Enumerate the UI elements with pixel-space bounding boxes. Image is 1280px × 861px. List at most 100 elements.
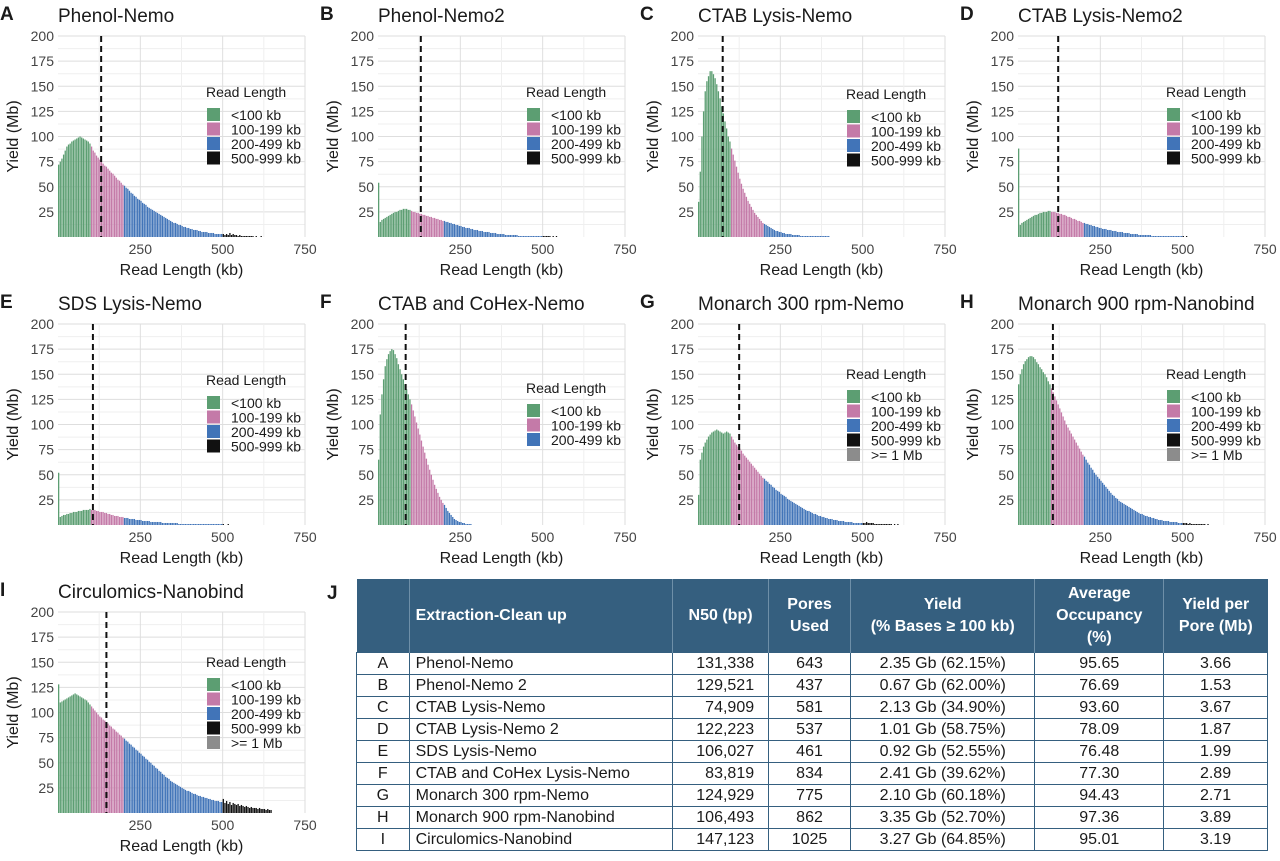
bar [229,801,231,813]
bar [555,235,558,237]
legend-label: 500-999 kb [231,151,301,167]
bar [1115,230,1117,237]
bar [833,519,835,525]
bar [1153,517,1155,525]
bar [1018,148,1020,237]
bar [138,752,140,813]
y-axis-label: Yield (Mb) [965,388,982,460]
bar [197,795,200,813]
bar [151,521,154,525]
y-tick-label: 125 [31,391,55,407]
yield-cell: 2.13 Gb (34.90%) [849,696,1036,719]
y-tick-label: 25 [38,204,54,220]
bar [402,208,404,237]
bar [407,394,409,525]
bar [476,229,479,237]
bar [81,510,83,525]
bar [882,523,884,525]
chart-title: CTAB and CoHex-Nemo [378,294,585,315]
x-axis-label: Read Length (kb) [760,262,884,279]
bar [176,784,178,813]
bar [109,170,111,237]
bar [869,522,871,525]
chart-title: Circulomics-Nanobind [58,582,244,603]
bar [153,521,155,525]
legend-label: <100 kb [871,389,921,405]
header-line: Average [1067,584,1131,602]
bar [532,235,535,237]
bar [1041,369,1043,525]
chart-title: SDS Lysis-Nemo [58,294,202,315]
bar [161,215,164,237]
bar [141,202,144,237]
bar [856,522,858,525]
bar [171,522,173,525]
bar [767,481,769,525]
x-tick-label: 750 [293,817,317,833]
header-line: Pore (Mb) [1178,617,1253,635]
bar [458,225,460,237]
bar [204,231,206,237]
bar [113,729,116,813]
bar [137,198,139,237]
bar [262,808,264,813]
bar [1143,514,1145,525]
bar [165,522,167,525]
bar [193,523,195,525]
gridlines [58,35,306,237]
bar [503,233,505,237]
bar [392,350,395,525]
x-axis-label: Read Length (kb) [1080,550,1204,567]
bar [1116,498,1119,525]
bar [216,800,218,813]
bar [1161,235,1163,237]
bar [184,789,187,813]
series-2 [123,185,223,237]
bar [225,800,228,813]
bar [783,495,785,525]
bar [392,212,395,237]
y-tick-label: 200 [351,316,375,332]
bar [82,138,84,237]
bar [1171,235,1173,237]
yield-per-pore-cell: 2.89 [1163,762,1268,785]
bar [155,211,157,237]
bar [740,183,743,237]
bar [852,522,855,525]
bar [1087,462,1089,525]
bar [107,168,109,237]
bar [440,499,442,525]
bar [867,522,869,525]
bar [257,808,259,813]
bar [94,710,96,813]
bar [1085,223,1087,237]
bar [1070,433,1072,525]
bar [725,128,728,237]
bar [384,366,386,525]
legend-swatch [527,151,540,165]
y-tick-label: 125 [351,103,375,119]
x-tick-label: 750 [1253,241,1277,257]
bar [448,222,451,237]
bar [102,719,104,813]
bar [125,740,127,813]
method-cell: Circulomics-Nanobind [408,828,673,851]
bar [97,157,99,237]
bar [87,702,89,813]
bar [508,234,510,237]
bar [1034,214,1036,237]
bar [381,219,383,237]
y-tick-label: 125 [31,103,55,119]
bar [155,521,157,525]
bar [753,212,756,237]
bar [1072,436,1074,525]
bar [489,232,492,237]
bar [219,523,221,525]
bar [217,523,220,525]
bar [851,521,853,525]
bar [711,432,713,525]
bar [1189,522,1191,525]
bar [191,523,193,525]
